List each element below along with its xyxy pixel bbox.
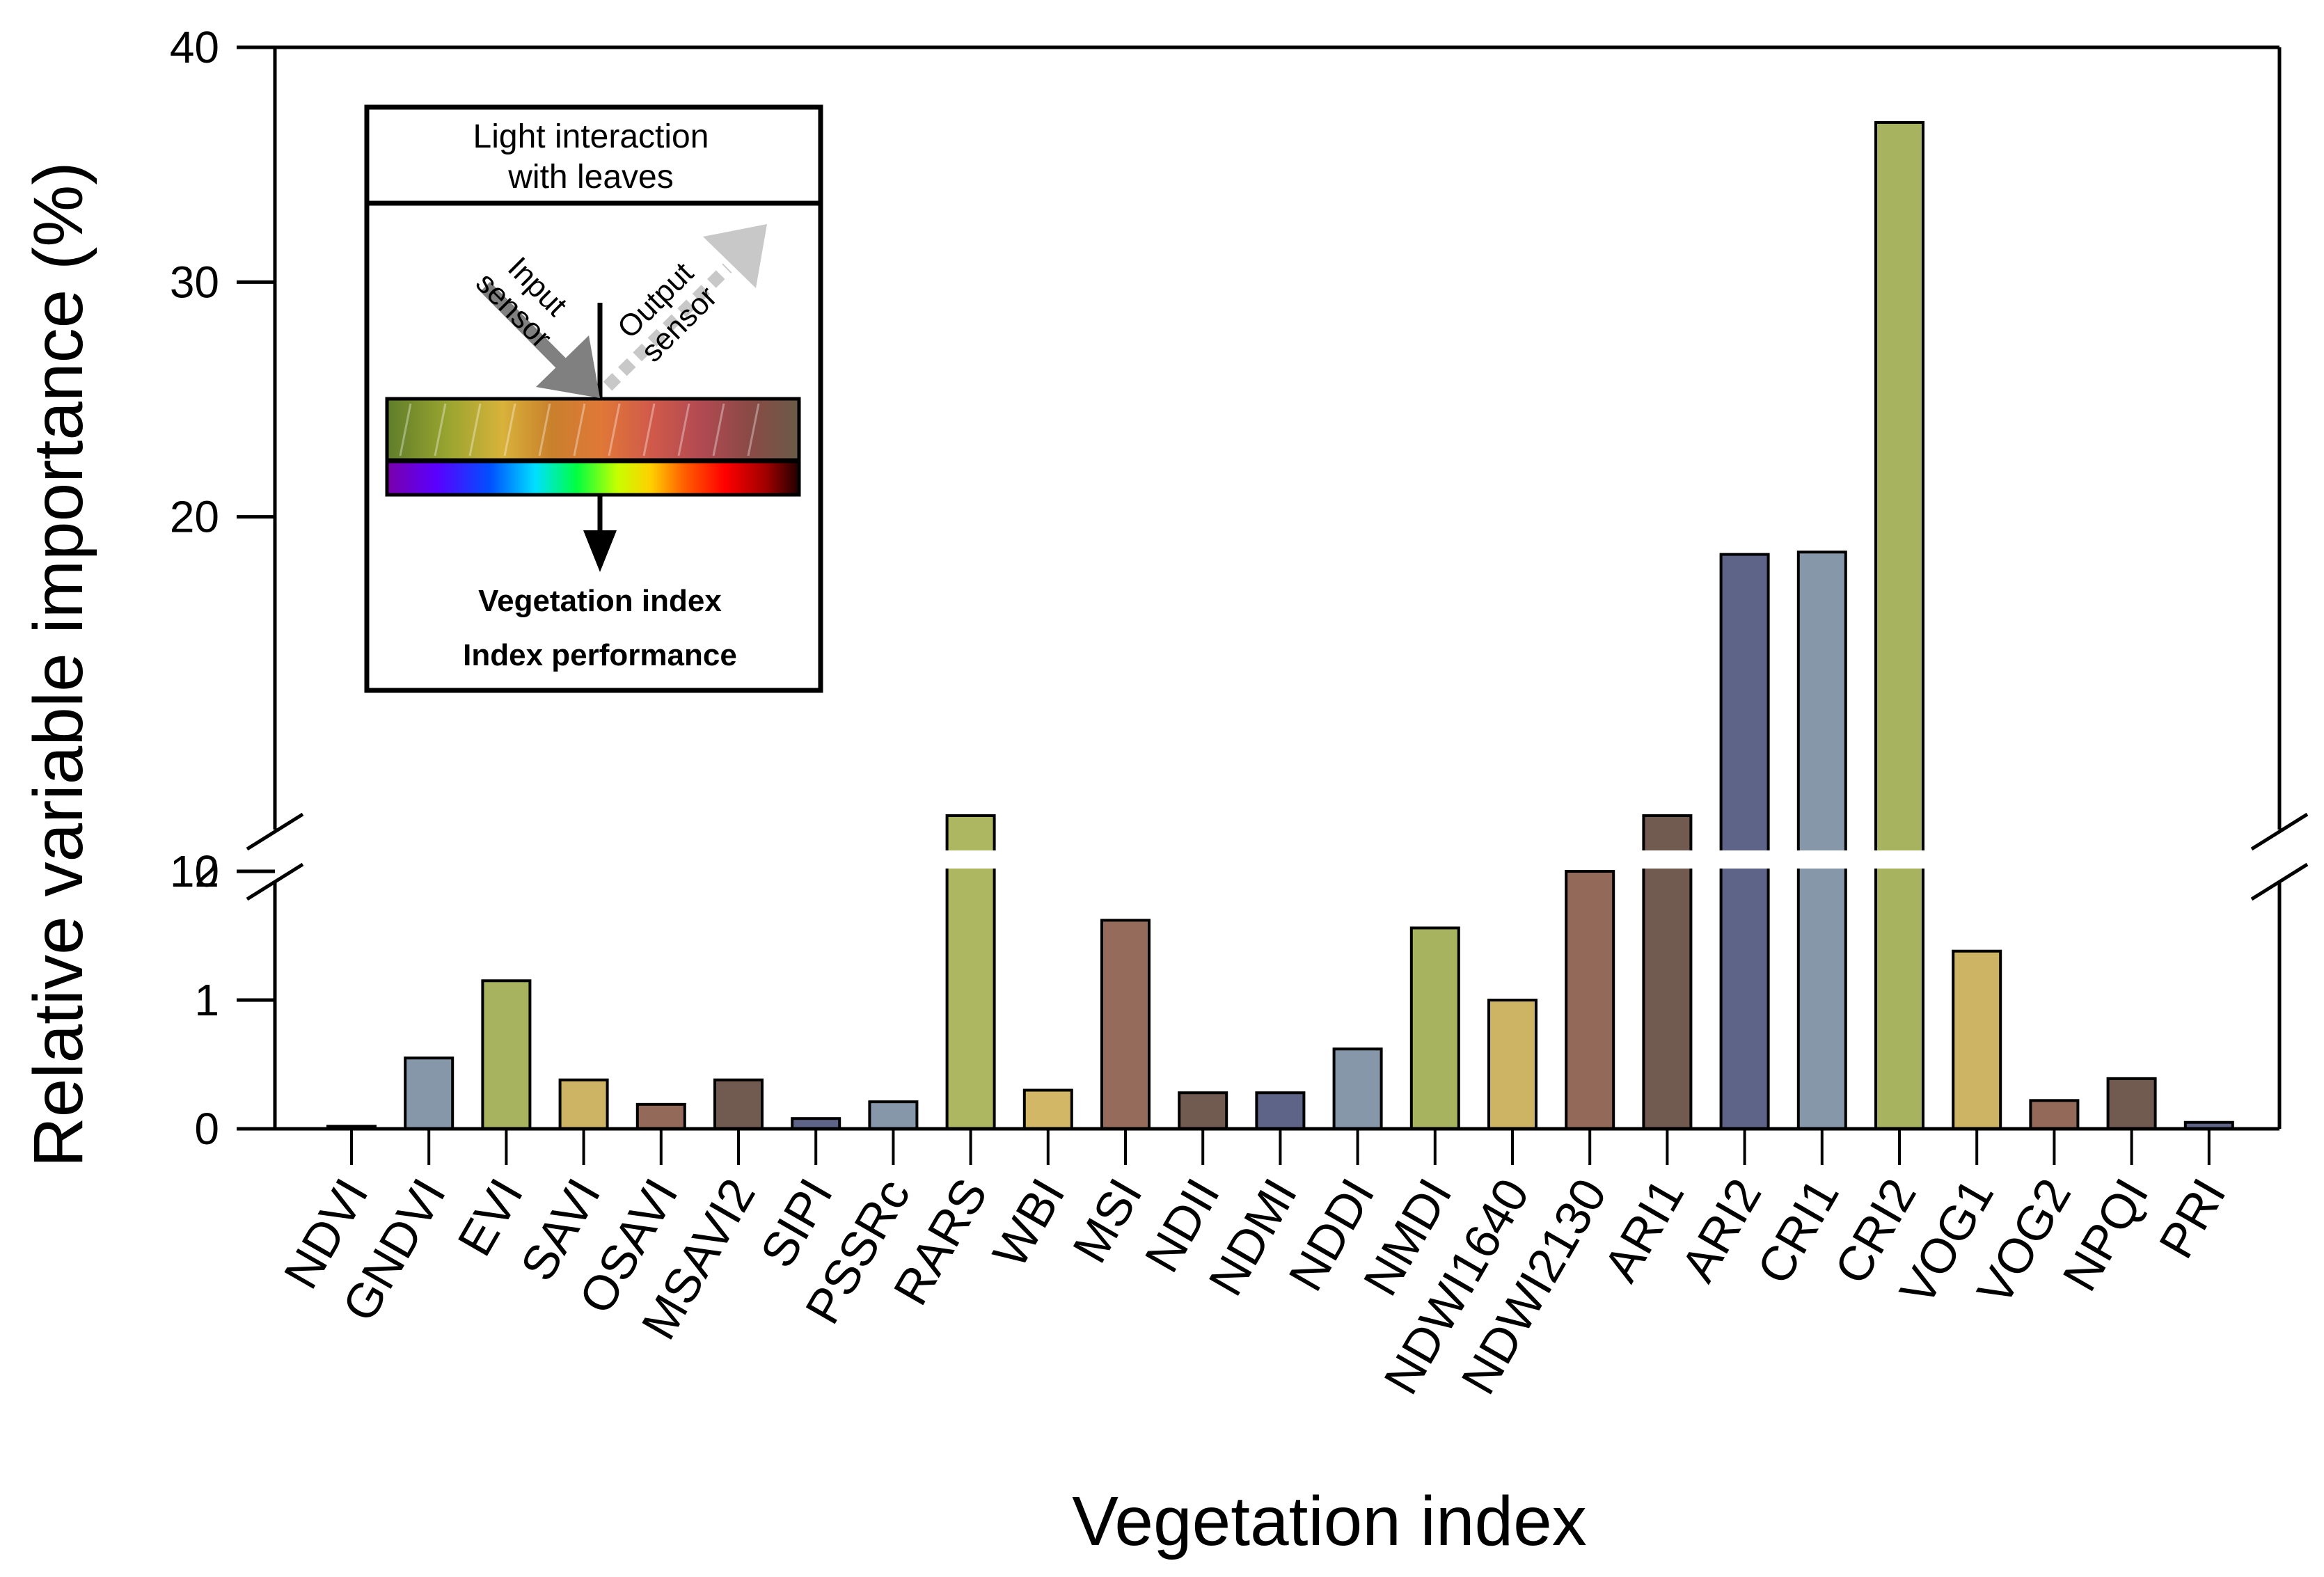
axis-break-mark-right-2 [2250, 862, 2309, 901]
leaf-veins [399, 403, 760, 457]
bar-break-gap-rars [944, 850, 997, 869]
x-tick-label-cri1: CRI1 [1746, 1170, 1849, 1293]
x-tick-label-ari1: ARI1 [1593, 1170, 1694, 1291]
bar-break-gap-cri1 [1795, 850, 1849, 869]
x-tick-label-wbi: WBI [982, 1170, 1075, 1277]
inset-index-performance-label: Index performance [463, 638, 737, 672]
bar-nddi [1332, 1047, 1383, 1131]
y-tick-label-30: 30 [170, 257, 219, 307]
axis-break-mark-left-1 [246, 812, 304, 851]
bar-savi [558, 1078, 609, 1130]
y-tick-label-40: 40 [170, 22, 219, 72]
bar-cri2 [1874, 120, 1924, 1131]
bars-group [326, 120, 2234, 1131]
x-axis-label: Vegetation index [1072, 1482, 1587, 1560]
light-interaction-inset: Light interaction with leaves Input sens… [364, 104, 823, 693]
bar-msavi2 [713, 1078, 764, 1130]
bar-ndii [1178, 1091, 1228, 1130]
input-arrow-shaft [480, 281, 578, 380]
bar-wbi [1022, 1088, 1073, 1130]
y-tick-label-2: 2 [194, 846, 219, 896]
bar-pssrc [868, 1100, 919, 1131]
output-arrowhead-icon [703, 224, 767, 288]
bar-break-gap-cri2 [1873, 850, 1926, 869]
down-arrowhead-icon [583, 530, 617, 572]
bar-vog2 [2029, 1099, 2080, 1131]
input-arrowhead-icon [536, 335, 600, 398]
bar-cri1 [1796, 550, 1847, 1130]
bar-gndvi [404, 1056, 454, 1130]
y-tick-label-10: 10 [170, 846, 219, 896]
x-tick-label-pri: PRI [2149, 1170, 2236, 1267]
axis-break-mark-left-2 [246, 862, 304, 901]
inset-vegetation-index-label: Vegetation index [478, 584, 722, 618]
bar-ndwi2130 [1565, 870, 1615, 1130]
bar-break-gap-ari2 [1718, 850, 1771, 869]
bar-break-gap-ari1 [1641, 850, 1694, 869]
bar-osavi [635, 1102, 686, 1130]
y-tick-label-20: 20 [170, 492, 219, 542]
y-tick-label-1: 1 [194, 975, 219, 1025]
bar-ndmi [1255, 1091, 1306, 1130]
y-axis-label: Relative variable importance (%) [19, 161, 97, 1167]
inset-title-line1: Light interaction [473, 118, 709, 155]
output-arrow-shaft [603, 263, 732, 391]
bar-ari2 [1719, 553, 1770, 1130]
y-tick-label-0: 0 [194, 1104, 219, 1154]
leaf-strip-image [385, 397, 801, 462]
bar-npqi [2106, 1077, 2157, 1130]
bar-evi [481, 979, 532, 1130]
inset-title-line2: with leaves [507, 159, 673, 196]
x-tick-label-ari2: ARI2 [1670, 1170, 1771, 1291]
bar-nmdi [1409, 926, 1460, 1131]
axis-break-mark-right-1 [2250, 812, 2309, 851]
bar-ndwi1640 [1487, 999, 1538, 1130]
spectrum-bar [385, 459, 801, 497]
bar-msi [1100, 919, 1151, 1131]
bar-vog1 [1952, 949, 2002, 1130]
